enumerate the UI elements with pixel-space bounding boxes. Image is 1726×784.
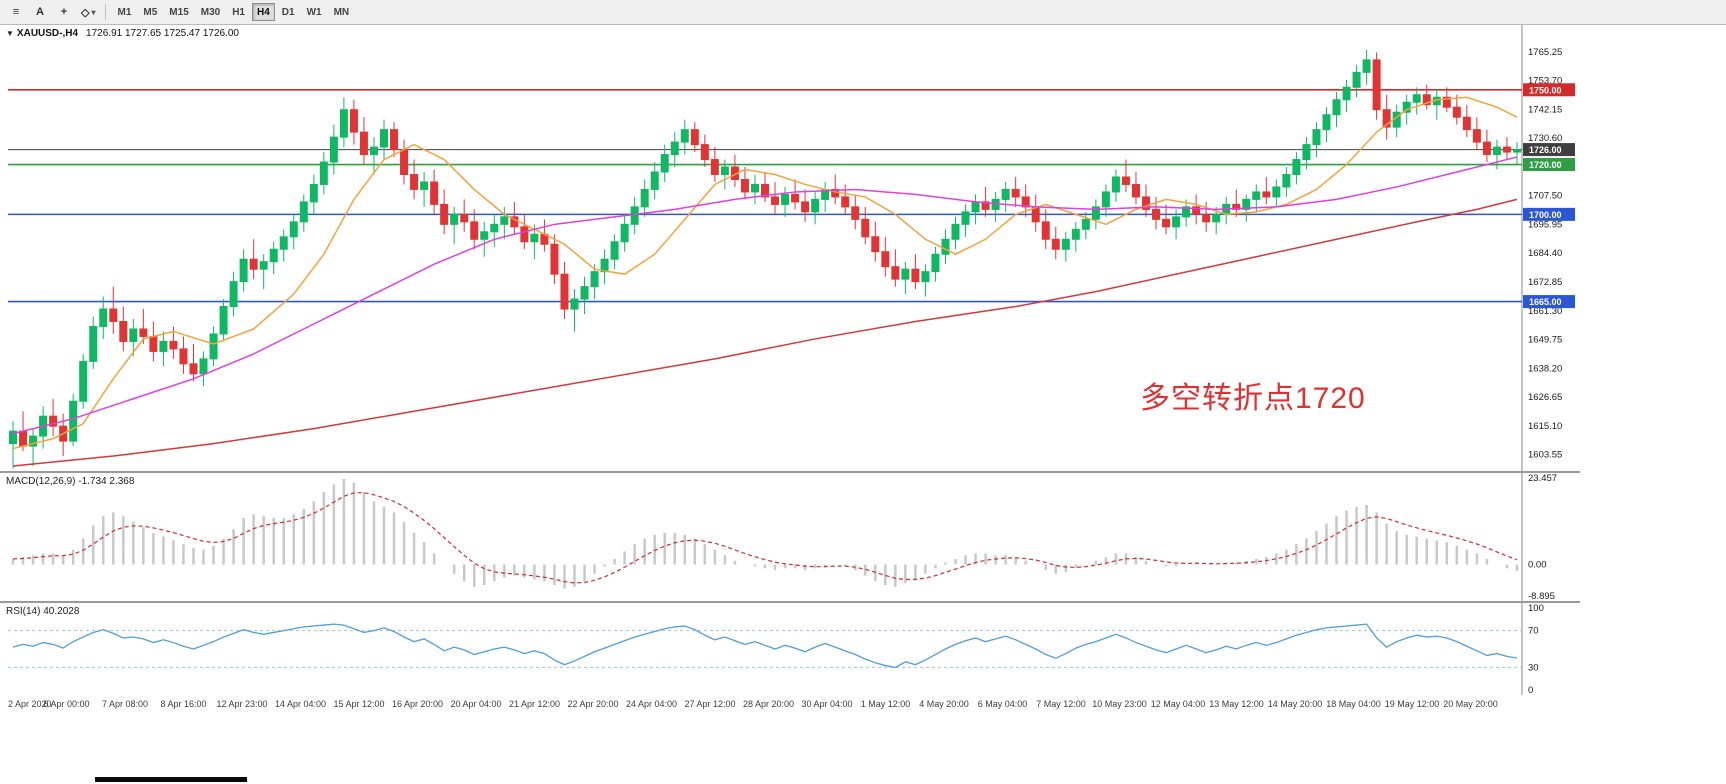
- price-axis-label: 1707.50: [1528, 191, 1562, 202]
- ma-mid-magenta: [12, 156, 1518, 435]
- price-axis-label: 1742.15: [1528, 104, 1562, 115]
- tf-d1[interactable]: D1: [277, 3, 300, 21]
- chart-header: ▼ XAUUSD-,H4 1726.91 1727.65 1725.47 1726.…: [6, 28, 239, 39]
- price-axis-label: 1695.95: [1528, 219, 1562, 230]
- time-axis-label: 30 Apr 04:00: [801, 699, 853, 709]
- panel-separator[interactable]: [0, 601, 1580, 603]
- time-axis-label: 4 May 20:00: [919, 699, 969, 709]
- price-axis-label: 1638.20: [1528, 363, 1562, 374]
- svg-text:1750.00: 1750.00: [1529, 85, 1562, 95]
- panel-separator[interactable]: [0, 471, 1580, 473]
- tf-m1[interactable]: M1: [112, 3, 136, 21]
- time-axis-label: 14 Apr 04:00: [274, 699, 327, 709]
- svg-text:1726.00: 1726.00: [1529, 145, 1562, 155]
- time-axis-label: 24 Apr 04:00: [625, 699, 678, 709]
- rsi-line: [12, 623, 1518, 669]
- macd-signal-line: [12, 492, 1518, 584]
- price-axis-label: 1672.85: [1528, 277, 1562, 288]
- price-axis-label: 1730.60: [1528, 133, 1562, 144]
- time-axis-label: 2 Apr 2020: [8, 699, 52, 709]
- rsi-axis-label: 70: [1528, 626, 1539, 637]
- price-tag-1720.00: [1523, 158, 1575, 172]
- symbol-label: XAUUSD-,H4: [16, 28, 79, 39]
- time-axis-label: 8 Apr 16:00: [160, 699, 207, 709]
- price-tag-1726.00: [1523, 143, 1575, 157]
- toolbar: ≡ A + ◇ ▾ M1 M5 M15 M30 H1 H4 D1 W1 MN: [0, 0, 1726, 25]
- taskbar-fragment: [95, 777, 247, 782]
- time-axis-label: 22 Apr 20:00: [567, 699, 619, 709]
- toolbar-separator: [105, 4, 107, 20]
- price-axis-label: 1615.10: [1528, 421, 1562, 432]
- tf-m30[interactable]: M30: [196, 3, 225, 21]
- shapes-icon: ◇: [81, 6, 90, 19]
- time-axis-label: 10 May 23:00: [1092, 699, 1147, 709]
- time-axis-label: 13 May 12:00: [1209, 699, 1264, 709]
- macd-axis-label: 0.00: [1528, 560, 1547, 571]
- time-axis-label: 27 Apr 12:00: [684, 699, 736, 709]
- time-axis-label: 7 Apr 08:00: [101, 699, 149, 709]
- rsi-axis-label: 100: [1528, 603, 1544, 614]
- macd-axis-label: -8.895: [1528, 591, 1555, 601]
- crosshair-icon[interactable]: +: [53, 3, 75, 22]
- svg-text:1720.00: 1720.00: [1529, 160, 1562, 170]
- price-axis-label: 1661.30: [1528, 306, 1562, 317]
- macd-indicator-label: MACD(12,26,9) -1.734 2.368: [6, 476, 135, 487]
- price-axis-label: 1626.65: [1528, 392, 1562, 403]
- time-axis-label: 18 May 04:00: [1326, 699, 1381, 709]
- time-axis-label: 28 Apr 20:00: [742, 699, 795, 709]
- tf-h1[interactable]: H1: [227, 3, 250, 21]
- main-price-chart[interactable]: 1765.25 1753.70 1742.15 1730.60 1707.50 1695.…: [0, 25, 1580, 471]
- chart-text-annotation[interactable]: 多空转折点1720: [1140, 382, 1366, 415]
- time-axis-label: 21 Apr 12:00: [508, 699, 561, 709]
- price-tag-1750.00: [1523, 83, 1575, 97]
- svg-text:1700.00: 1700.00: [1529, 210, 1562, 220]
- rsi-indicator-label: RSI(14) 40.2028: [6, 606, 80, 617]
- time-axis-label: 16 Apr 20:00: [391, 699, 444, 709]
- time-axis-label: 1 May 12:00: [860, 699, 911, 709]
- rsi-axis-label: 0: [1528, 685, 1533, 695]
- time-axis-label: 20 May 20:00: [1443, 699, 1498, 709]
- rsi-axis-label: 30: [1528, 662, 1539, 673]
- draw-tools-dropdown[interactable]: ◇ ▾: [77, 3, 99, 22]
- time-axis-label: 6 Apr 00:00: [43, 699, 90, 709]
- time-axis-label: 7 May 12:00: [1036, 699, 1086, 709]
- ohlc-values: 1726.91 1727.65 1725.47 1726.00: [86, 28, 239, 39]
- time-axis-label: 20 Apr 04:00: [450, 699, 502, 709]
- price-axis-label: 1753.70: [1528, 76, 1562, 87]
- svg-text:1665.00: 1665.00: [1529, 297, 1562, 307]
- time-axis-label: 6 May 04:00: [977, 699, 1028, 709]
- price-axis-label: 1649.75: [1528, 335, 1562, 346]
- time-axis-label: 12 May 04:00: [1150, 699, 1206, 709]
- time-axis-label: 19 May 12:00: [1384, 699, 1440, 709]
- tf-mn[interactable]: MN: [329, 3, 355, 21]
- macd-panel[interactable]: 23.457 0.00 -8.895: [0, 473, 1580, 601]
- bottom-filler: [0, 715, 1726, 784]
- time-axis-label: 14 May 20:00: [1267, 699, 1323, 709]
- price-axis-label: 1765.25: [1528, 47, 1562, 58]
- tf-w1[interactable]: W1: [302, 3, 327, 21]
- font-tool-button[interactable]: A: [29, 3, 51, 22]
- list-icon[interactable]: ≡: [5, 3, 27, 22]
- time-axis-label: 12 Apr 23:00: [216, 699, 268, 709]
- tf-m15[interactable]: M15: [164, 3, 193, 21]
- price-axis-label: 1603.55: [1528, 450, 1562, 461]
- price-axis-label: 1684.40: [1528, 248, 1562, 259]
- macd-axis-label: 23.457: [1528, 473, 1557, 484]
- tf-m5[interactable]: M5: [138, 3, 162, 21]
- price-tag-1665.00: [1523, 295, 1575, 309]
- price-tag-1700.00: [1523, 207, 1575, 221]
- collapse-toggle-icon[interactable]: ▼: [6, 29, 14, 38]
- chevron-down-icon: ▾: [91, 7, 96, 17]
- time-axis[interactable]: 2 Apr 2020 6 Apr 00:00 7 Apr 08:00 8 Apr 16…: [0, 695, 1580, 715]
- chart-stack: 1765.25 1753.70 1742.15 1730.60 1707.50 1695.…: [0, 25, 1580, 715]
- tf-h4[interactable]: H4: [252, 3, 275, 21]
- rsi-panel[interactable]: 100 70 30 0: [0, 603, 1580, 695]
- ma-slow-red: [12, 198, 1518, 467]
- time-axis-label: 15 Apr 12:00: [333, 699, 385, 709]
